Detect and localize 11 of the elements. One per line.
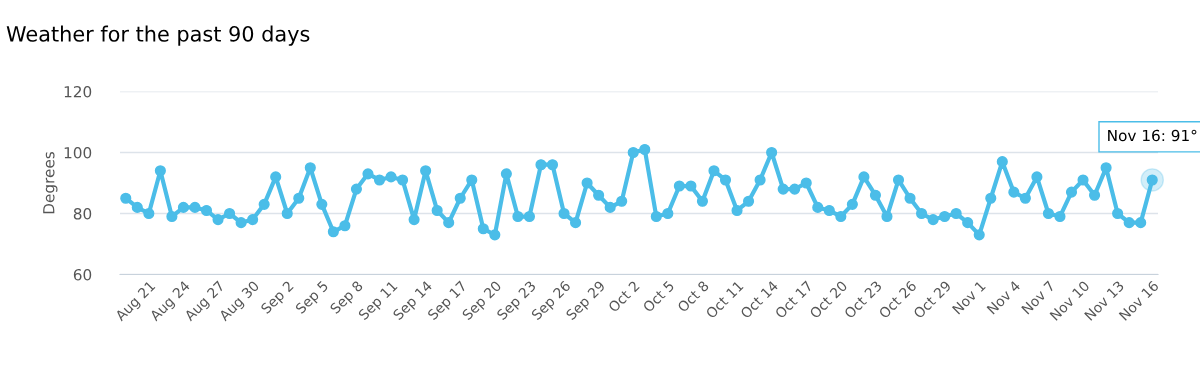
- x-tick-label: Oct 2: [607, 280, 640, 313]
- x-tick-label: Oct 5: [642, 280, 675, 313]
- chart-title: Weather for the past 90 days: [6, 25, 310, 46]
- y-tick-label: 100: [64, 146, 92, 159]
- annotation: Nov 16: 91°: [1108, 129, 1197, 142]
- y-tick-label: 60: [73, 268, 92, 281]
- y-tick-label: 80: [73, 207, 92, 220]
- y-axis-title: Degrees: [43, 151, 58, 214]
- x-tick-label: Sep 5: [294, 280, 331, 317]
- y-tick-label: 120: [64, 85, 92, 98]
- x-tick-label: Sep 2: [260, 280, 296, 317]
